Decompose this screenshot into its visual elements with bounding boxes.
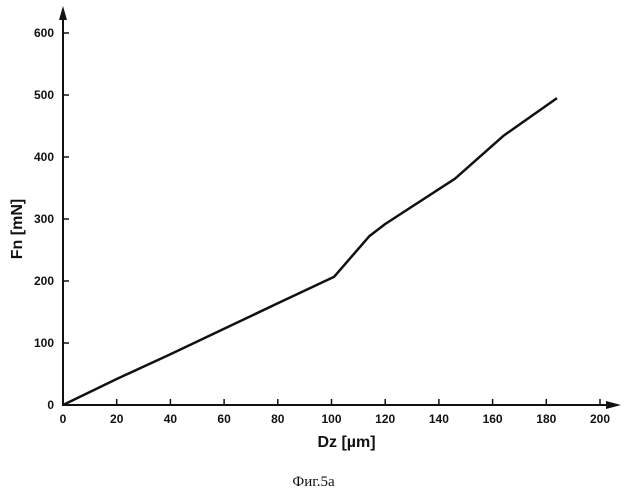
- y-tick-label: 200: [34, 274, 54, 288]
- y-tick-label: 300: [34, 212, 54, 226]
- x-axis-arrow: [606, 401, 621, 409]
- x-tick-label: 180: [536, 412, 556, 426]
- x-axis-label: Dz [µm]: [317, 434, 375, 451]
- x-tick-label: 120: [375, 412, 395, 426]
- x-tick-label: 40: [164, 412, 178, 426]
- line-chart: 0 20 40 60 80 100 120 140 160 180 200 0 100 200 300 40…: [0, 0, 627, 470]
- x-tick-label: 140: [429, 412, 449, 426]
- y-tick-label: 100: [34, 336, 54, 350]
- y-axis-arrow: [59, 6, 67, 20]
- x-tick-label: 200: [590, 412, 610, 426]
- y-tick-label: 0: [47, 398, 54, 412]
- x-tick-label: 60: [217, 412, 231, 426]
- x-ticks: 0 20 40 60 80 100 120 140 160 180 200: [60, 399, 611, 426]
- x-tick-label: 80: [271, 412, 285, 426]
- x-tick-label: 0: [60, 412, 67, 426]
- x-tick-label: 20: [110, 412, 124, 426]
- x-tick-label: 100: [321, 412, 341, 426]
- y-tick-label: 500: [34, 88, 54, 102]
- x-tick-label: 160: [483, 412, 503, 426]
- series-line: [63, 98, 557, 405]
- axes: [59, 6, 621, 409]
- y-tick-label: 400: [34, 150, 54, 164]
- y-tick-label: 600: [34, 26, 54, 40]
- figure-caption: Фиг.5а: [0, 474, 627, 491]
- y-axis-label: Fn [mN]: [9, 199, 26, 259]
